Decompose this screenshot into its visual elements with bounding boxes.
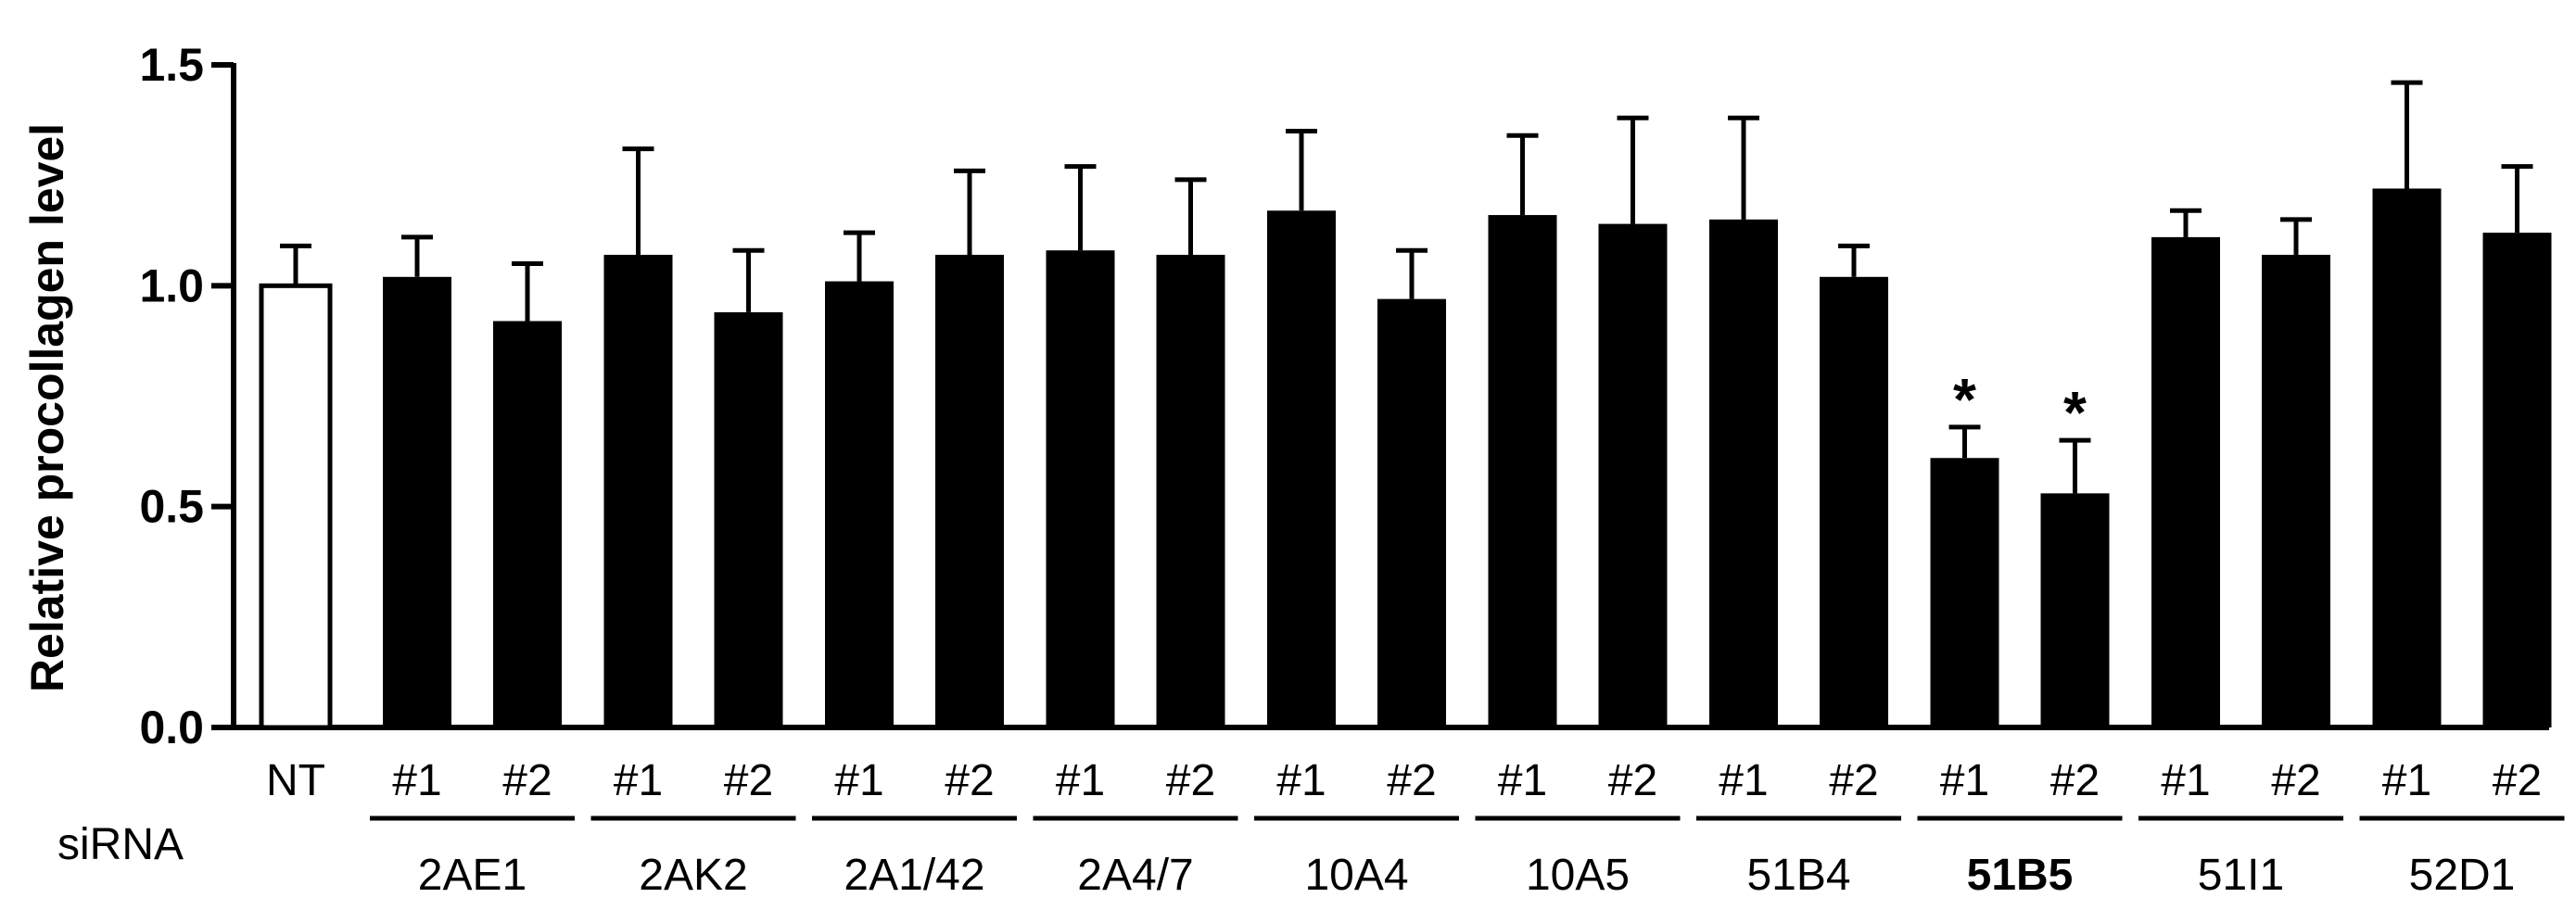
bar bbox=[1046, 250, 1115, 727]
x-tick-label: #2 bbox=[2493, 756, 2542, 805]
x-tick-label: #1 bbox=[2382, 756, 2431, 805]
group-label: 52D1 bbox=[2409, 851, 2516, 900]
group-label: 51I1 bbox=[2198, 851, 2284, 900]
bar bbox=[1267, 210, 1336, 728]
bars bbox=[259, 80, 2552, 730]
group-label: 2AE1 bbox=[418, 851, 527, 900]
x-tick-label: #1 bbox=[2161, 756, 2210, 805]
row-label-sirna: siRNA bbox=[57, 820, 184, 869]
x-tick-label: #2 bbox=[1166, 756, 1215, 805]
bar bbox=[825, 281, 894, 727]
x-tick-label: #2 bbox=[945, 756, 994, 805]
x-tick-label: #2 bbox=[724, 756, 773, 805]
x-tick-label: #2 bbox=[2271, 756, 2320, 805]
bar bbox=[383, 276, 451, 727]
labels: NT #1 #2 #1 #2 #1 #2 #1 #2 #1 #2 #1 #2 #1 #2 * #1 * #2 #1 #2… bbox=[266, 366, 2565, 900]
bar bbox=[1598, 223, 1668, 728]
group-label: 2A4/7 bbox=[1077, 851, 1193, 900]
bar bbox=[2040, 493, 2110, 727]
x-tick-label: #2 bbox=[502, 756, 552, 805]
group-label: 10A5 bbox=[1526, 851, 1630, 900]
bar bbox=[2151, 236, 2220, 727]
x-tick-label: #1 bbox=[614, 756, 663, 805]
x-tick-label: #2 bbox=[1608, 756, 1657, 805]
bar bbox=[1709, 219, 1778, 728]
bar bbox=[1156, 254, 1225, 727]
x-tick-label: #2 bbox=[1829, 756, 1878, 805]
bar bbox=[1488, 215, 1557, 728]
bar bbox=[2372, 188, 2442, 727]
bar bbox=[1377, 298, 1446, 727]
bar bbox=[1820, 276, 1888, 727]
x-tick-label: #2 bbox=[2050, 756, 2100, 805]
x-tick-label: #1 bbox=[1940, 756, 1989, 805]
significance-marker: * bbox=[1953, 366, 1976, 433]
group-label: 10A4 bbox=[1304, 851, 1408, 900]
group-label: 2AK2 bbox=[639, 851, 747, 900]
group-label: 51B4 bbox=[1746, 851, 1850, 900]
x-tick-label: #1 bbox=[392, 756, 441, 805]
bar bbox=[2482, 233, 2552, 728]
bar bbox=[935, 254, 1004, 727]
y-tick-label: 1.0 bbox=[139, 259, 204, 311]
bar bbox=[603, 254, 673, 727]
significance-marker: * bbox=[2063, 379, 2087, 446]
y-tick-label: 0.5 bbox=[139, 481, 204, 533]
x-tick-label: #1 bbox=[834, 756, 883, 805]
y-tick-label: 1.5 bbox=[139, 39, 204, 91]
bar bbox=[259, 283, 333, 730]
x-tick-label: #1 bbox=[1276, 756, 1326, 805]
x-tick-label: #1 bbox=[1498, 756, 1547, 805]
x-tick-label: #1 bbox=[1719, 756, 1768, 805]
x-tick-label: #1 bbox=[1056, 756, 1105, 805]
group-label: 51B5 bbox=[1967, 851, 2074, 900]
x-tick-label: #2 bbox=[1387, 756, 1436, 805]
group-label: 2A1/42 bbox=[844, 851, 984, 900]
bar bbox=[714, 311, 783, 727]
bar bbox=[493, 321, 562, 727]
y-tick-label: 0.0 bbox=[139, 702, 204, 753]
y-axis-label: Relative procollagen level bbox=[21, 123, 73, 692]
bar bbox=[2262, 254, 2330, 727]
x-tick-label: NT bbox=[266, 756, 325, 805]
bar bbox=[1930, 458, 1999, 727]
